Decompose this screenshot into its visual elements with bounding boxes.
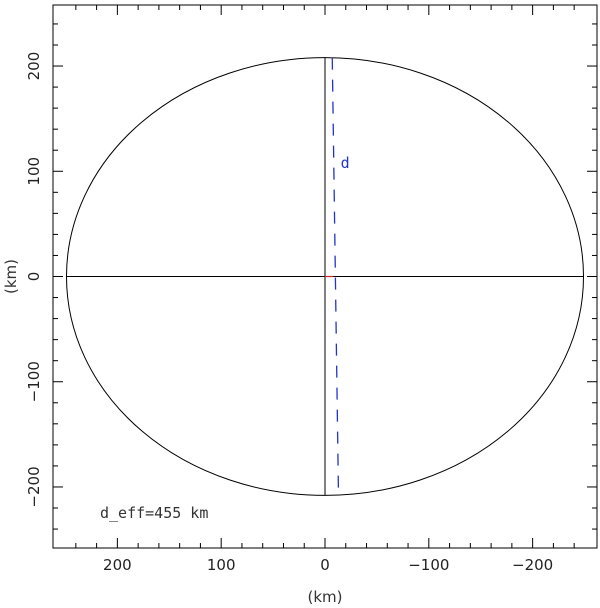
d-eff-annotation: d_eff=455 km — [100, 504, 208, 522]
y-tick-label: −200 — [25, 466, 43, 507]
x-tick-label: 0 — [320, 556, 330, 574]
y-tick-label: −100 — [25, 361, 43, 402]
axis-ticks: 200 100 0 −100 −200 200 100 0 −100 −200 — [25, 5, 597, 574]
y-tick-label: 0 — [25, 272, 43, 282]
y-tick-label: 100 — [25, 157, 43, 186]
x-axis-label: (km) — [307, 588, 342, 606]
chord-label: d — [341, 154, 350, 172]
x-tick-label: −200 — [512, 556, 553, 574]
plot-shapes — [65, 57, 585, 496]
y-tick-label: 200 — [25, 52, 43, 81]
chord-d-dashed-line — [331, 57, 340, 496]
x-tick-label: 100 — [207, 556, 236, 574]
x-tick-label: −100 — [408, 556, 449, 574]
y-axis-label: (km) — [2, 259, 20, 294]
x-tick-label: 200 — [103, 556, 132, 574]
